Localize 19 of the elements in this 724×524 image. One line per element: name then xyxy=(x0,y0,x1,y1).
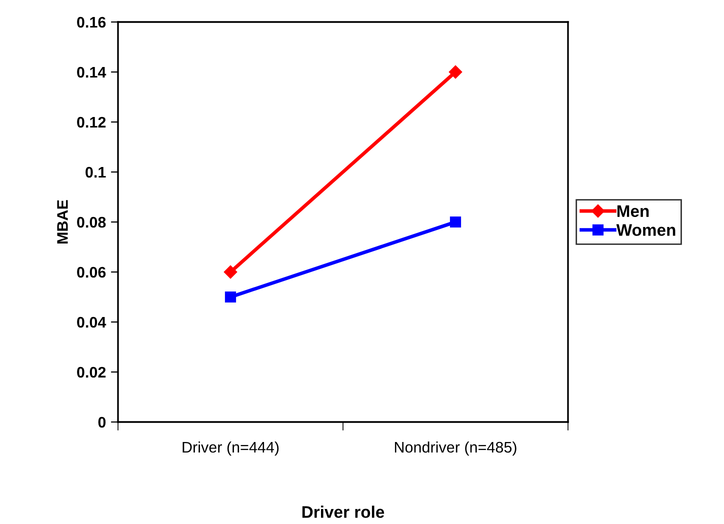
point xyxy=(450,216,462,228)
y-tick-label: 0.12 xyxy=(77,116,106,128)
point xyxy=(224,265,238,279)
y-tick-label: 0.08 xyxy=(77,216,106,228)
point xyxy=(224,291,236,303)
y-tick-label: 0.02 xyxy=(77,366,106,378)
y-tick-label: 0 xyxy=(98,416,106,428)
point xyxy=(448,65,462,79)
legend-label: Men xyxy=(617,205,649,218)
y-axis-title: MBAE xyxy=(57,200,68,244)
y-tick-label: 0.06 xyxy=(77,266,106,278)
legend-label: Women xyxy=(616,224,676,236)
x-tick-label: Driver (n=444) xyxy=(182,441,279,456)
y-tick-label: 0.04 xyxy=(77,316,106,328)
y-tick-label: 0.16 xyxy=(77,16,106,28)
x-axis-title: Driver role xyxy=(302,506,384,518)
y-tick-label: 0.1 xyxy=(86,166,106,178)
x-tick-label: Nondriver (n=485) xyxy=(394,441,516,456)
y-tick-label: 0.14 xyxy=(77,66,106,78)
